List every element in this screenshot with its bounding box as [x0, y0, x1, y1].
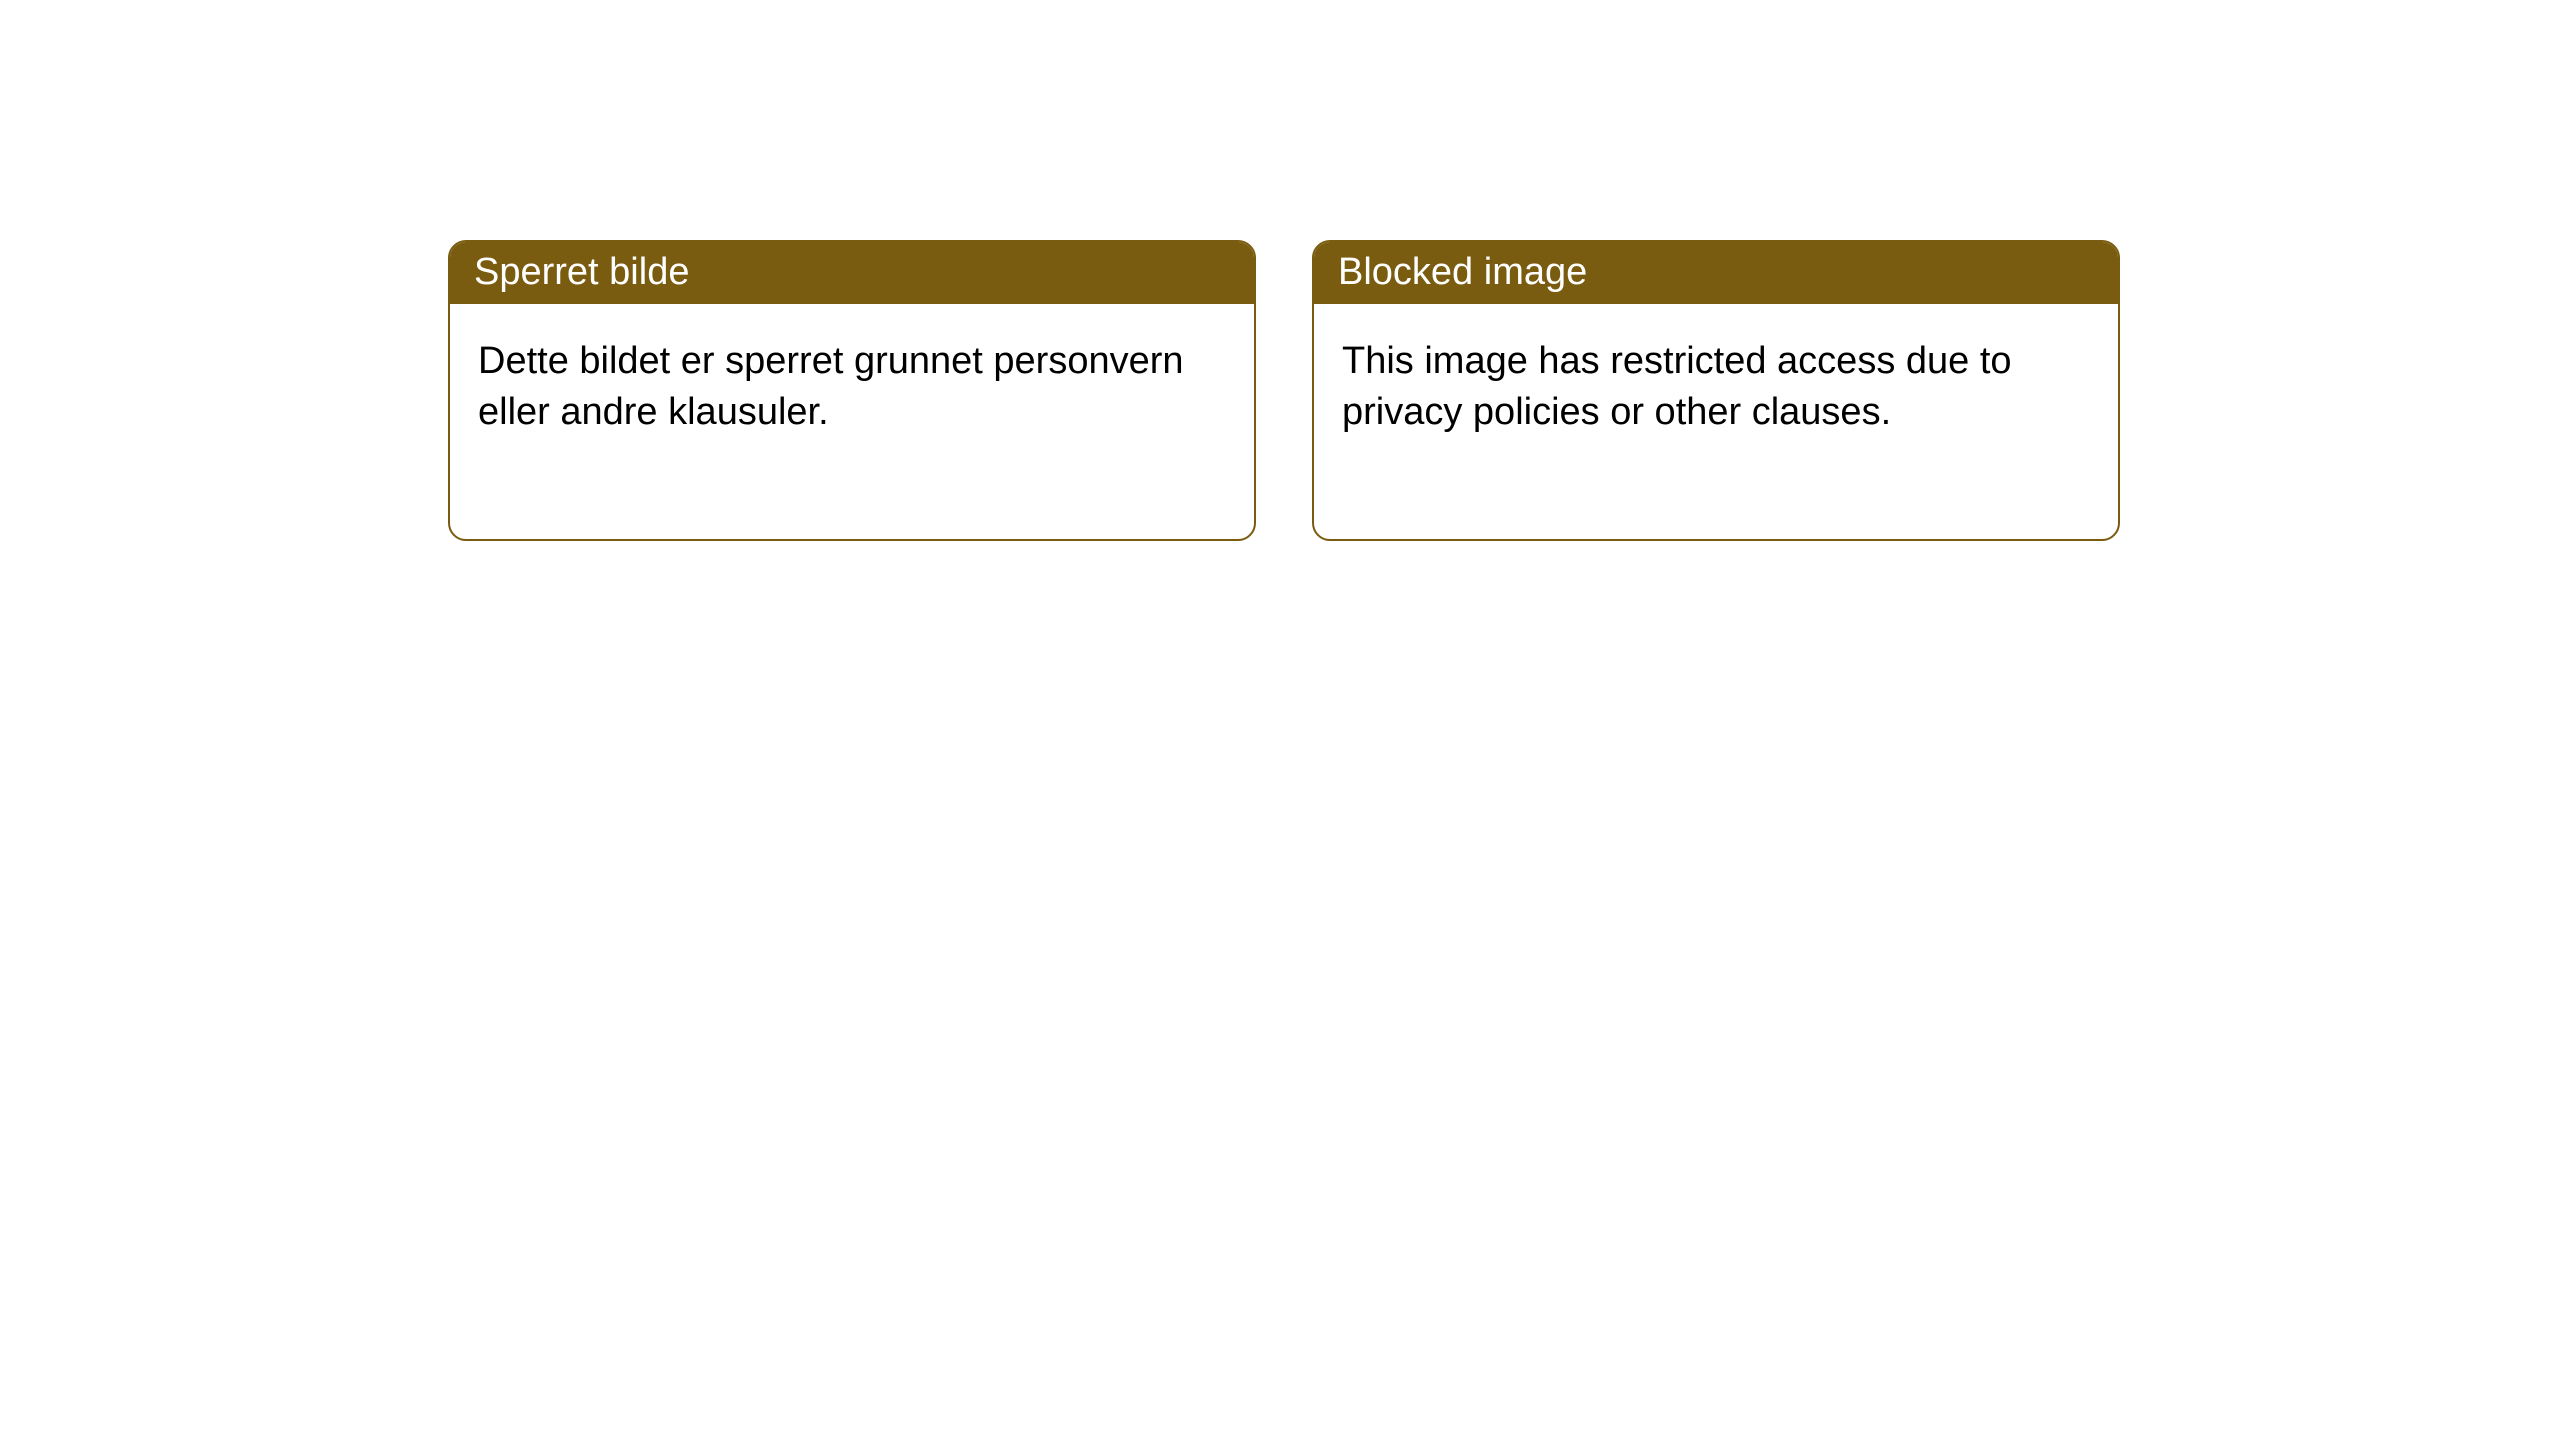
- notice-card-header: Blocked image: [1314, 242, 2118, 304]
- notice-card-message: Dette bildet er sperret grunnet personve…: [478, 340, 1184, 433]
- notice-card-norwegian: Sperret bilde Dette bildet er sperret gr…: [448, 240, 1256, 541]
- notice-card-title: Blocked image: [1338, 251, 1587, 293]
- notice-card-header: Sperret bilde: [450, 242, 1254, 304]
- notice-card-body: Dette bildet er sperret grunnet personve…: [450, 304, 1254, 539]
- notice-container: Sperret bilde Dette bildet er sperret gr…: [0, 0, 2560, 541]
- notice-card-english: Blocked image This image has restricted …: [1312, 240, 2120, 541]
- notice-card-title: Sperret bilde: [474, 251, 689, 293]
- notice-card-body: This image has restricted access due to …: [1314, 304, 2118, 539]
- notice-card-message: This image has restricted access due to …: [1342, 340, 2012, 433]
